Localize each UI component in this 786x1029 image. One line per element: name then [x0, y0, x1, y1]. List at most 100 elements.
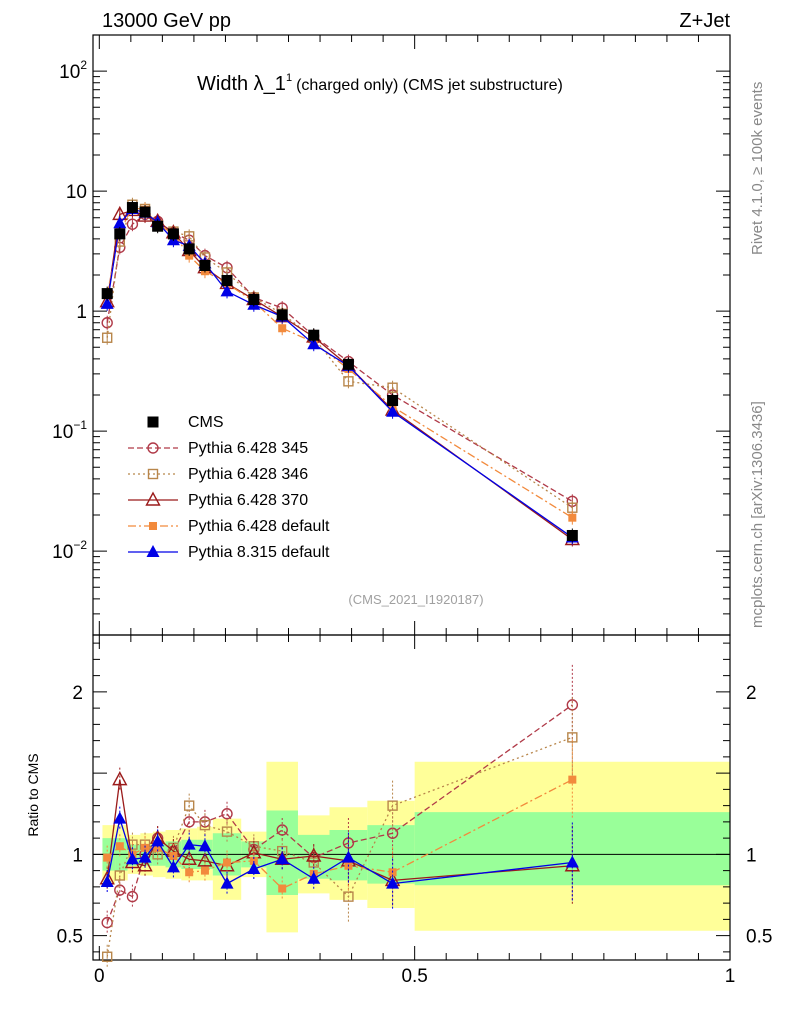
ratio-point-p8def	[275, 852, 289, 865]
ratio-point-p346	[343, 891, 354, 902]
series-line-p370	[106, 209, 573, 541]
main-y-tick-label: 10−2	[52, 538, 87, 563]
data-point-cms	[126, 202, 138, 214]
analysis-id: (CMS_2021_I1920187)	[348, 592, 483, 607]
ratio-point-p8def	[565, 855, 579, 868]
ratio-y-tick-label-left: 1	[72, 845, 83, 866]
main-y-tick-label: 102	[59, 58, 87, 83]
ratio-point-p8def	[386, 876, 400, 889]
data-point-cms	[221, 274, 233, 286]
data-point-p8def	[307, 337, 321, 350]
data-point-p8def	[220, 284, 234, 297]
plot-title-main: Width λ_1	[197, 73, 286, 95]
legend-marker-pythia6-370	[128, 491, 178, 506]
data-point-p6def	[278, 324, 287, 333]
x-tick-label: 0.5	[401, 966, 427, 987]
ratio-ylabel: Ratio to CMS	[25, 753, 41, 836]
legend-label-pythia6-370: Pythia 6.428 370	[188, 492, 308, 509]
data-point-cms	[152, 220, 164, 232]
ratio-point-p8def	[182, 837, 196, 850]
legend-marker-pythia8-default	[128, 545, 178, 557]
legend-marker-cms	[147, 416, 159, 428]
ratio-point-p370	[137, 857, 153, 872]
legend-symbol-p6def	[149, 522, 157, 530]
ratio-point-p8def	[198, 839, 212, 852]
ratio-point-p370	[112, 771, 128, 786]
legend-symbol-p370	[145, 491, 161, 506]
ratio-point-p8def	[341, 850, 355, 863]
data-point-p346	[343, 376, 354, 387]
ratio-point-p8def	[307, 871, 321, 884]
data-point-cms	[101, 288, 113, 300]
ratio-point-p8def	[100, 875, 114, 887]
mcplots-label: mcplots.cern.ch [arXiv:1306.3436]	[749, 401, 766, 628]
ratio-point-p6def	[103, 853, 112, 862]
ratio-point-p8def	[151, 834, 165, 847]
data-point-p346	[387, 382, 398, 393]
ratio-point-p8def	[247, 862, 261, 874]
data-point-p345	[101, 317, 113, 329]
ratio-point-p346	[183, 800, 195, 811]
ratio-series-p8def	[100, 806, 579, 909]
ratio-point-p345	[386, 827, 399, 839]
data-point-cms	[308, 329, 320, 341]
ratio-point-p6def	[278, 884, 287, 893]
ratio-point-p8def	[125, 852, 139, 865]
ratio-point-p345	[221, 808, 233, 820]
data-point-p345	[126, 218, 139, 230]
data-point-cms	[114, 228, 126, 240]
ratio-tick-labels: 0.5 1 2 0.5 1 2 0 0.5 1	[57, 683, 773, 987]
ratio-point-p346	[221, 826, 233, 837]
plot-title: Width λ_11 (charged only) (CMS jet substr…	[197, 72, 563, 95]
series-cms	[101, 200, 578, 543]
legend-label-cms: CMS	[188, 414, 224, 431]
ratio-point-p8def	[220, 876, 234, 889]
uncertainty-bands	[102, 761, 730, 933]
ratio-point-p345	[276, 824, 288, 836]
header-right-title: Z+Jet	[679, 10, 730, 32]
ratio-point-p8def	[166, 860, 180, 873]
ratio-point-p6def	[568, 775, 577, 784]
data-point-cms	[566, 529, 578, 541]
ratio-point-p345	[126, 890, 139, 903]
ratio-point-p370	[306, 847, 322, 862]
ratio-point-p8def	[138, 850, 152, 863]
legend-label-pythia8-default: Pythia 8.315 default	[188, 544, 330, 561]
ratio-point-p6def	[223, 858, 232, 867]
ratio-point-p6def	[115, 842, 124, 851]
plot-title-suffix: (charged only) (CMS jet substructure)	[296, 77, 563, 94]
legend-marker-pythia6-default	[128, 522, 178, 530]
legend-symbol-cms	[147, 416, 159, 428]
ratio-point-p345	[183, 816, 195, 828]
legend-label-pythia6-346: Pythia 6.428 346	[188, 466, 308, 483]
ratio-point-p8def	[113, 811, 127, 824]
legend: CMS Pythia 6.428 345 Pythia 6.428 346 Py…	[128, 414, 330, 561]
main-y-tick-label: 1	[76, 302, 87, 323]
rivet-version-label: Rivet 4.1.0, ≥ 100k events	[749, 82, 766, 255]
ratio-point-p346	[387, 800, 398, 811]
ratio-y-tick-label-right: 2	[746, 683, 757, 704]
data-point-p346	[101, 332, 113, 343]
data-point-cms	[387, 394, 399, 406]
series-line-p8def	[106, 208, 573, 538]
ratio-point-p6def	[200, 866, 209, 875]
ratio-point-p6def	[153, 843, 162, 852]
series-layer	[99, 197, 581, 969]
ratio-y-tick-label-left: 0.5	[57, 927, 83, 948]
ratio-series-p6def	[103, 739, 577, 901]
header-left-title: 13000 GeV pp	[102, 10, 231, 32]
ratio-frame	[92, 634, 731, 961]
ratio-point-p346	[567, 732, 578, 743]
legend-label-pythia6-345: Pythia 6.428 345	[188, 440, 308, 457]
legend-symbol-p346	[147, 468, 159, 480]
series-line-p6def	[106, 206, 573, 519]
ratio-y-tick-label-right: 0.5	[746, 927, 772, 948]
ratio-y-tick-label-left: 2	[72, 683, 83, 704]
main-y-tick-label: 10−1	[52, 418, 87, 443]
ratio-y-tick-label-right: 1	[746, 845, 757, 866]
series-p6def	[103, 200, 577, 525]
ratio-point-p370	[197, 852, 213, 867]
series-p370	[99, 201, 581, 547]
